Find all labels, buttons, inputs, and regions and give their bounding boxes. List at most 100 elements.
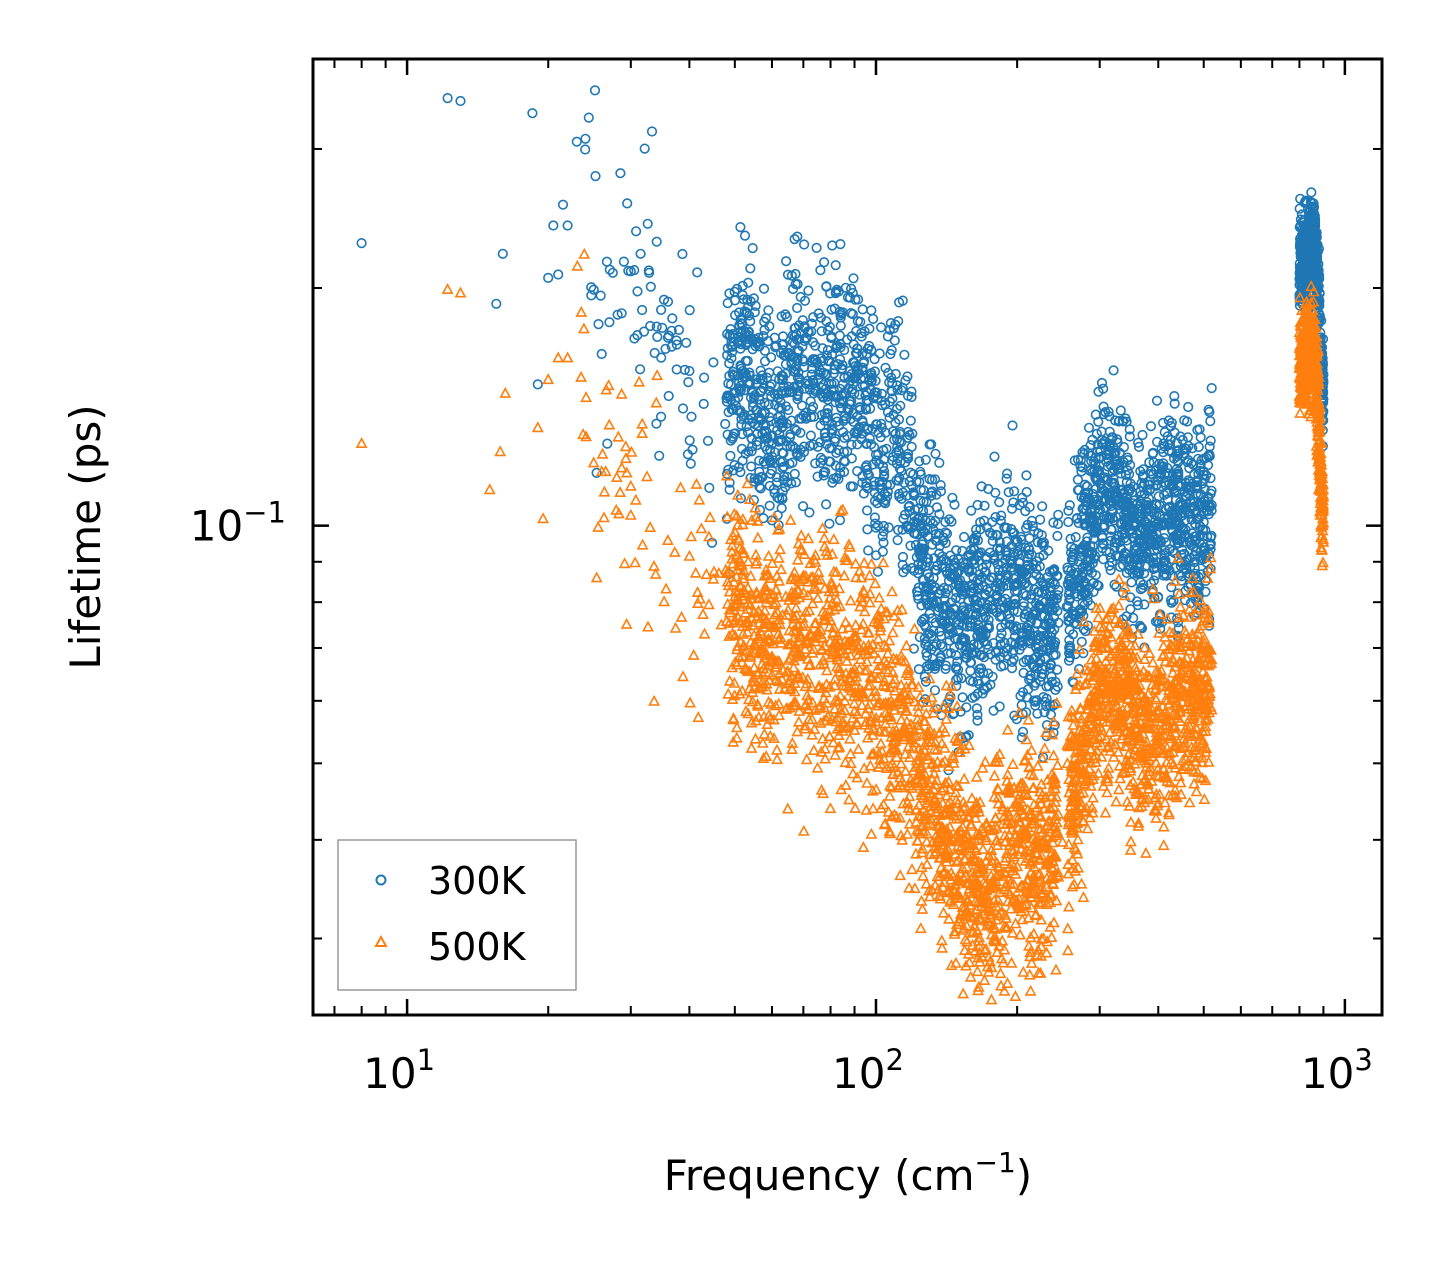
point-300k (831, 447, 842, 459)
point-300k (743, 277, 754, 288)
point-300k (874, 348, 885, 359)
point-300k (839, 344, 850, 356)
point-300k (815, 265, 826, 276)
point-300k (869, 387, 881, 398)
point-300k (878, 454, 889, 465)
point-300k (866, 439, 877, 450)
point-300k (896, 493, 907, 504)
point-300k (677, 248, 688, 260)
point-300k (741, 421, 752, 432)
point-300k (856, 331, 867, 342)
point-300k (904, 430, 915, 441)
point-300k (849, 428, 860, 439)
point-300k (746, 461, 757, 472)
point-300k (806, 363, 818, 374)
point-300k (777, 370, 789, 382)
point-300k (656, 352, 667, 363)
point-300k (736, 443, 748, 455)
point-300k (679, 364, 690, 376)
point-300k (735, 314, 746, 325)
point-300k (826, 418, 838, 430)
point-300k (758, 283, 770, 294)
point-300k (787, 337, 799, 348)
point-300k (891, 403, 903, 415)
point-300k (762, 431, 773, 442)
point-300k (861, 505, 873, 516)
point-300k (842, 292, 854, 303)
point-300k (866, 368, 877, 379)
point-300k (726, 404, 737, 415)
point-300k (684, 435, 695, 446)
point-300k (671, 335, 682, 346)
point-300k (1050, 649, 1061, 660)
point-300k (651, 321, 662, 332)
point-300k (762, 336, 774, 347)
point-300k (890, 428, 901, 439)
point-300k (884, 412, 895, 423)
point-300k (749, 334, 760, 345)
point-300k (801, 333, 813, 344)
point-300k (817, 454, 829, 466)
point-300k (885, 318, 897, 329)
point-300k (645, 281, 656, 292)
point-300k (793, 367, 804, 378)
point-300k (765, 352, 777, 363)
point-300k (590, 171, 601, 182)
point-300k (735, 339, 747, 350)
point-300k (805, 430, 817, 441)
point-300k (847, 378, 859, 390)
point-300k (751, 374, 762, 385)
point-300k (612, 309, 623, 320)
point-300k (793, 320, 805, 331)
point-300k (787, 457, 798, 468)
point-300k (789, 234, 800, 245)
point-300k (671, 339, 682, 350)
point-300k (914, 456, 925, 467)
point-300k (889, 434, 900, 445)
point-300k (934, 457, 945, 469)
point-300k (828, 384, 839, 395)
point-300k (897, 487, 909, 498)
point-300k (863, 395, 874, 407)
point-300k (723, 407, 734, 418)
point-300k (735, 222, 746, 233)
point-300k (895, 400, 906, 411)
point-300k (745, 263, 756, 274)
point-300k (764, 381, 776, 392)
point-300k (826, 424, 838, 435)
point-300k (777, 421, 788, 432)
point-300k (638, 326, 650, 337)
point-300k (763, 399, 774, 410)
point-300k (829, 360, 840, 371)
point-300k (755, 472, 766, 483)
point-300k (883, 522, 894, 533)
point-300k (795, 427, 806, 438)
point-300k (702, 435, 714, 447)
point-300k (792, 231, 803, 242)
point-300k (848, 273, 859, 284)
point-300k (946, 516, 957, 527)
point-300k (872, 498, 883, 509)
point-300k (586, 282, 597, 293)
point-300k (819, 408, 831, 419)
point-300k (760, 313, 772, 324)
point-300k (722, 343, 733, 354)
point-300k (754, 481, 765, 493)
point-300k (639, 143, 650, 154)
point-300k (862, 483, 874, 494)
point-300k (642, 218, 653, 229)
point-300k (677, 403, 689, 414)
point-300k (905, 415, 916, 426)
point-300k (583, 112, 594, 123)
point-300k (845, 481, 856, 492)
point-300k (904, 476, 915, 487)
point-300k (826, 378, 837, 390)
point-300k (571, 136, 582, 147)
point-300k (860, 390, 871, 401)
point-300k (778, 461, 790, 472)
point-300k (869, 476, 880, 487)
point-300k (786, 358, 797, 370)
point-300k (737, 280, 748, 292)
point-300k (736, 413, 747, 425)
point-300k (840, 413, 852, 424)
